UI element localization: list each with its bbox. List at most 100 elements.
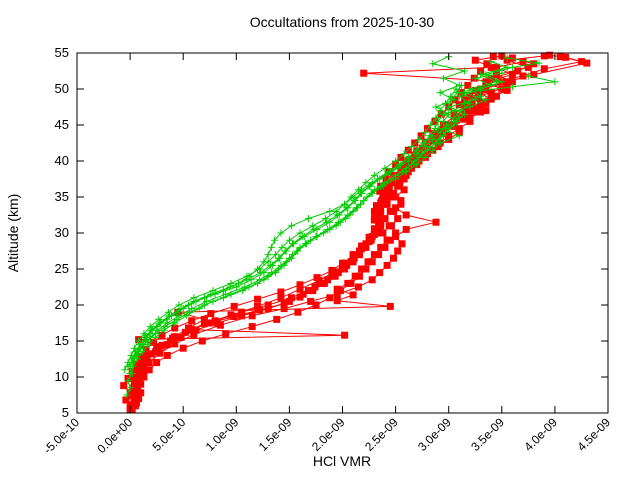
- red-profile-3-marker: [188, 317, 196, 325]
- red-profile-2-marker: [153, 359, 161, 367]
- red-profile-3-marker: [277, 288, 285, 296]
- red-profile-6-marker: [392, 204, 400, 212]
- red-profile-5-marker: [296, 293, 304, 301]
- green-profile-5-marker: [126, 369, 134, 377]
- green-profile-7-marker: [439, 117, 447, 125]
- red-profile-8-marker: [339, 265, 346, 273]
- red-profile-2-marker: [145, 366, 153, 374]
- x-tick-label: 1.0e-09: [203, 415, 242, 454]
- green-profile-7-marker: [428, 132, 436, 140]
- red-profile-2-marker: [434, 143, 442, 151]
- y-tick-label: 20: [55, 297, 69, 312]
- red-profile-6-marker: [432, 218, 440, 226]
- green-profile-3-marker: [121, 366, 129, 374]
- red-profile-2-marker: [540, 52, 548, 60]
- green-profile-3-marker: [408, 143, 416, 151]
- green-profile-6-marker: [392, 175, 400, 183]
- red-profile-2-marker: [312, 301, 320, 309]
- red-profile-6-marker: [307, 297, 315, 305]
- green-profile-6-marker: [471, 96, 479, 104]
- green-profile-6-marker: [188, 305, 196, 313]
- green-profile-3-marker: [322, 215, 330, 223]
- x-tick-label: 3.0e-09: [415, 415, 454, 454]
- green-profile-5-marker: [524, 72, 532, 80]
- green-profile-5-marker: [482, 96, 490, 104]
- red-profile-4-marker: [381, 215, 389, 223]
- red-profile-3-marker: [120, 382, 128, 390]
- green-profile-6-marker: [402, 168, 410, 176]
- green-profile-3-marker: [427, 121, 435, 129]
- green-profile-4-marker: [503, 54, 511, 62]
- green-profile-3-marker: [432, 114, 440, 122]
- red-profile-2-marker: [381, 243, 389, 251]
- red-profile-6-marker: [216, 321, 224, 329]
- green-profile-6-marker: [498, 69, 506, 77]
- green-profile-7-marker: [436, 89, 444, 97]
- red-profile-8-marker: [131, 382, 139, 390]
- green-profile-7-marker: [207, 290, 215, 298]
- green-profile-3-marker: [392, 157, 400, 165]
- red-profile-2-marker: [524, 63, 532, 71]
- green-profile-7-marker: [226, 283, 234, 291]
- red-profile-6-marker: [487, 89, 495, 97]
- red-profile-6-marker: [139, 369, 147, 377]
- red-profile-2-marker: [222, 330, 230, 338]
- green-profile-6-marker: [203, 297, 211, 305]
- green-profile-7-marker: [429, 60, 437, 68]
- red-profile-3-marker: [137, 353, 145, 361]
- red-profile-8-marker: [188, 326, 196, 333]
- red-profile-8-marker: [360, 69, 368, 77]
- green-profile-7-marker: [310, 225, 318, 233]
- red-profile-4-marker: [461, 114, 469, 122]
- green-profile-6-marker: [368, 189, 376, 197]
- red-profile-8-marker: [126, 392, 134, 400]
- green-profile-4-marker: [436, 128, 444, 136]
- red-profile-6-marker: [333, 290, 341, 298]
- green-profile-4-marker: [277, 229, 285, 237]
- red-profile-3-marker: [455, 101, 463, 109]
- green-profile-6-marker: [241, 283, 249, 291]
- green-profile-7-marker: [124, 362, 132, 370]
- green-profile-1-marker: [126, 384, 134, 392]
- green-profile-4-marker: [260, 258, 268, 266]
- red-profile-3-marker: [171, 324, 179, 332]
- red-profile-4-marker: [498, 85, 506, 93]
- green-profile-6-marker: [277, 261, 285, 269]
- green-profile-3-marker: [415, 135, 423, 143]
- red-profile-8-marker: [477, 99, 485, 107]
- red-profile-4-marker: [471, 107, 479, 115]
- red-profile-6-marker: [156, 349, 164, 357]
- x-tick-label: 2.0e-09: [309, 415, 348, 454]
- red-profile-1-marker: [238, 312, 246, 320]
- red-profile-3-marker: [122, 396, 130, 404]
- green-profile-4-marker: [341, 200, 349, 208]
- green-profile-4-marker: [305, 215, 313, 223]
- red-profile-6-marker: [145, 359, 153, 367]
- red-profile-7-marker: [200, 320, 208, 328]
- red-profile-1-marker: [477, 67, 485, 75]
- green-profile-4-marker: [477, 85, 485, 93]
- red-profile-8-marker: [264, 301, 272, 309]
- green-profile-6-marker: [222, 290, 230, 298]
- red-profile-5-marker: [341, 331, 349, 339]
- green-profile-3-marker: [272, 251, 280, 259]
- red-profile-6-marker: [503, 81, 511, 89]
- red-profile-1-marker: [464, 81, 472, 89]
- green-profile-3-marker: [370, 171, 378, 179]
- red-profile-1-marker: [489, 53, 497, 61]
- red-profile-6-marker: [394, 247, 402, 255]
- y-tick-label: 15: [55, 333, 69, 348]
- red-profile-2-marker: [362, 265, 370, 273]
- green-profile-7-marker: [266, 261, 274, 269]
- green-profile-1-marker: [124, 377, 132, 385]
- x-tick-label: 0.0e+00: [94, 415, 135, 456]
- red-profile-2-marker: [455, 128, 463, 136]
- green-profile-7-marker: [343, 204, 351, 212]
- red-profile-8-marker: [379, 200, 387, 208]
- red-profile-8-marker: [129, 372, 137, 380]
- red-profile-6-marker: [445, 132, 453, 140]
- green-profile-7-marker: [413, 146, 421, 154]
- red-profile-1-marker: [163, 341, 171, 349]
- green-profile-7-marker: [257, 269, 265, 277]
- chart-title: Occultations from 2025-10-30: [250, 14, 435, 30]
